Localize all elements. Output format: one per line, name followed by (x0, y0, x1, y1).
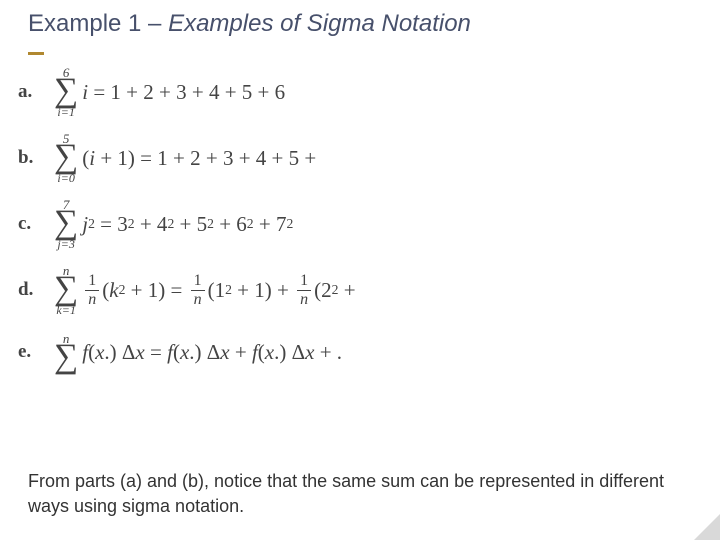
equation-row: c.7∑j=3j2 = 32 + 42 + 52 + 62 + 72 (18, 193, 702, 255)
title-prefix: Example 1 – (28, 10, 168, 37)
equation-body: f(x.) Δx = f(x.) Δx + f(x.) Δx + . (82, 340, 342, 365)
equation-label: e. (18, 341, 54, 363)
equation-label: c. (18, 213, 54, 235)
title-italic: Examples of Sigma Notation (168, 10, 471, 37)
sigma-symbol: 6∑i=1 (54, 66, 78, 118)
equation-row: e.n∑f(x.) Δx = f(x.) Δx + f(x.) Δx + . (18, 325, 702, 379)
equation-row: d.n∑k=11n(k2 + 1) = 1n(12 + 1) + 1n(22 + (18, 259, 702, 321)
equation-body: i = 1 + 2 + 3 + 4 + 5 + 6 (82, 80, 285, 105)
equation-label: d. (18, 279, 54, 301)
sigma-symbol: 7∑j=3 (54, 198, 78, 250)
footer-note: From parts (a) and (b), notice that the … (28, 469, 692, 518)
sigma-symbol: 5∑i=0 (54, 132, 78, 184)
equation-label: a. (18, 81, 54, 103)
sigma-symbol: n∑k=1 (54, 264, 78, 316)
page-corner-decoration (694, 514, 720, 540)
equations-area: a.6∑i=1i = 1 + 2 + 3 + 4 + 5 + 6b.5∑i=0(… (0, 61, 720, 379)
equation-label: b. (18, 147, 54, 169)
accent-bar (28, 52, 44, 55)
equation-body: (i + 1) = 1 + 2 + 3 + 4 + 5 + (82, 146, 316, 171)
equation-body: j2 = 32 + 42 + 52 + 62 + 72 (82, 212, 293, 237)
sigma-symbol: n∑ (54, 332, 78, 372)
slide-title: Example 1 – Examples of Sigma Notation (0, 0, 720, 50)
title-text: Example 1 – Examples of Sigma Notation (28, 8, 692, 40)
equation-body: 1n(k2 + 1) = 1n(12 + 1) + 1n(22 + (82, 273, 355, 308)
equation-row: a.6∑i=1i = 1 + 2 + 3 + 4 + 5 + 6 (18, 61, 702, 123)
equation-row: b.5∑i=0(i + 1) = 1 + 2 + 3 + 4 + 5 + (18, 127, 702, 189)
